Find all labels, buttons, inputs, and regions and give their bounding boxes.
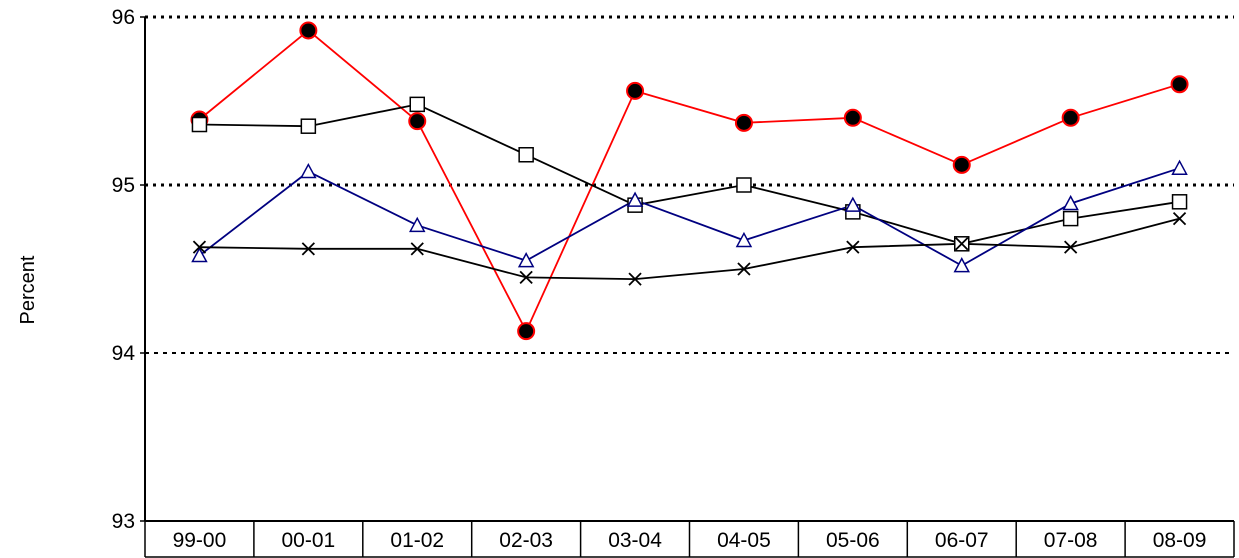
- axes: [140, 16, 1234, 522]
- data-point-s2-07-08: [1062, 210, 1079, 227]
- x-category-label: 00-01: [281, 529, 335, 552]
- data-point-s2-99-00: [191, 116, 208, 133]
- data-point-s3-02-03: [517, 252, 535, 268]
- y-tick-label: 96: [112, 6, 135, 29]
- data-point-s1-03-04: [626, 81, 645, 100]
- series-markers: [190, 21, 1189, 341]
- data-point-s1-02-03: [517, 322, 536, 341]
- x-category-label: 08-09: [1153, 529, 1207, 552]
- data-point-s1-07-08: [1061, 108, 1080, 127]
- data-point-s4-02-03: [519, 270, 533, 285]
- x-category-label: 06-07: [935, 529, 989, 552]
- data-point-s3-01-02: [408, 216, 426, 233]
- data-point-s4-08-09: [1172, 211, 1187, 226]
- data-point-s2-04-05: [736, 177, 752, 193]
- x-category-label: 01-02: [390, 529, 444, 552]
- data-point-s4-07-08: [1064, 240, 1078, 254]
- data-point-s4-05-06: [846, 240, 860, 254]
- data-point-s3-05-06: [844, 196, 862, 212]
- data-point-s1-04-05: [734, 113, 753, 132]
- x-category-label: 99-00: [173, 529, 227, 552]
- data-point-s1-01-02: [408, 112, 427, 131]
- series-line-2: [199, 103, 1180, 245]
- data-point-s4-01-02: [410, 242, 424, 256]
- data-point-s2-01-02: [409, 96, 425, 113]
- data-point-s4-00-01: [301, 242, 315, 256]
- y-axis-title: Percent: [17, 255, 39, 324]
- data-point-s3-04-05: [735, 231, 753, 248]
- grid-lines: [145, 15, 1234, 354]
- data-point-s3-00-01: [300, 162, 317, 179]
- y-tick-label: 95: [112, 174, 135, 197]
- data-point-s2-00-01: [300, 118, 317, 134]
- y-tick-label: 94: [112, 342, 136, 365]
- data-point-s1-08-09: [1170, 75, 1189, 94]
- data-point-s3-08-09: [1171, 159, 1188, 175]
- data-point-s1-06-07: [952, 155, 971, 174]
- series-line-4: [199, 217, 1180, 281]
- x-category-cells: 99-00 00-01 01-02 02-03 03-04 04-05 05-06 06-07…: [144, 521, 1235, 558]
- series-line-3: [198, 167, 1180, 267]
- data-point-s4-03-04: [628, 272, 642, 286]
- y-tick-label: 93: [112, 510, 135, 533]
- data-point-s3-03-04: [626, 191, 644, 207]
- series-lines: [198, 29, 1180, 334]
- data-point-s4-04-05: [737, 262, 751, 276]
- data-point-s3-99-00: [191, 246, 208, 263]
- data-point-s1-05-06: [843, 108, 862, 127]
- x-category-label: 07-08: [1044, 529, 1098, 552]
- data-point-s3-07-08: [1062, 194, 1079, 211]
- data-point-s4-06-07: [955, 237, 969, 251]
- data-point-s4-99-00: [192, 240, 207, 254]
- y-tick-labels: 93 94 95 96: [112, 6, 136, 533]
- x-category-label: 04-05: [717, 529, 771, 552]
- data-point-s2-08-09: [1171, 194, 1188, 210]
- data-point-s3-06-07: [953, 257, 971, 273]
- series-line-1: [198, 29, 1180, 334]
- x-category-label: 05-06: [826, 529, 880, 552]
- x-category-label: 03-04: [608, 529, 662, 552]
- x-category-label: 02-03: [499, 529, 553, 552]
- data-point-s2-02-03: [518, 147, 534, 163]
- data-point-s1-00-01: [299, 21, 318, 40]
